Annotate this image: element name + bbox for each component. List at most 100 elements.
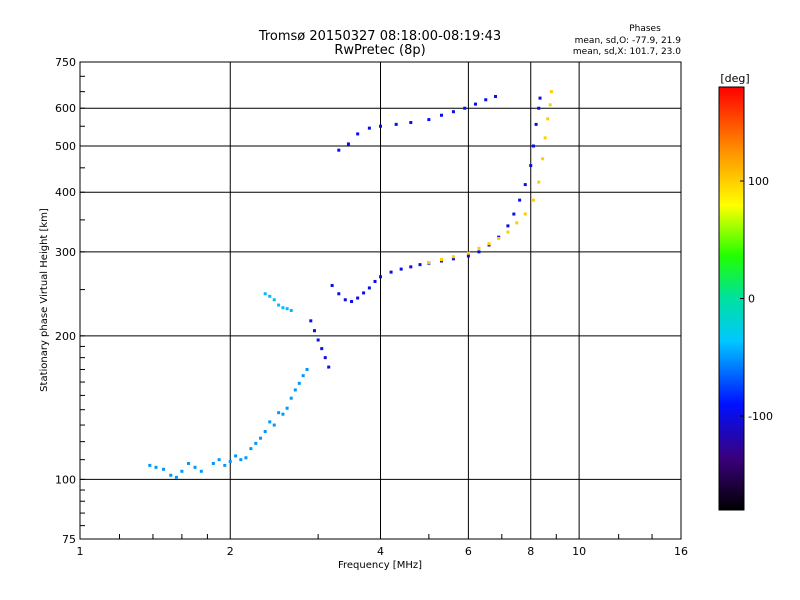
data-point — [327, 365, 331, 369]
x-tick-label: 16 — [674, 545, 688, 558]
data-point — [440, 258, 444, 262]
data-point — [515, 221, 519, 225]
data-point — [418, 263, 422, 267]
data-point — [259, 436, 263, 440]
plot-frame — [79, 61, 682, 540]
x-tick-label: 8 — [527, 545, 534, 558]
data-point — [199, 469, 203, 473]
data-point — [537, 180, 541, 184]
y-tick-label: 600 — [55, 102, 76, 115]
data-point — [301, 374, 305, 378]
y-axis: 75 100 200 300 400 500 600 750 — [55, 56, 85, 546]
x-tick-label: 2 — [227, 545, 234, 558]
data-point — [281, 412, 285, 416]
data-point — [211, 461, 215, 465]
x-tick-label: 10 — [572, 545, 586, 558]
data-point — [440, 113, 444, 117]
x-axis-label: Frequency [MHz] — [338, 560, 422, 571]
data-point — [285, 406, 289, 410]
data-point — [484, 98, 488, 102]
data-point — [263, 430, 267, 434]
data-point — [272, 423, 276, 427]
data-point — [305, 367, 309, 371]
y-tick-label: 75 — [62, 533, 76, 546]
data-point — [463, 106, 467, 110]
data-point — [541, 157, 545, 161]
data-point — [320, 347, 324, 351]
colorbar-label: [deg] — [720, 72, 749, 85]
data-point — [223, 463, 227, 467]
data-point — [373, 279, 377, 283]
data-point — [187, 461, 191, 465]
x-tick-label: 6 — [465, 545, 472, 558]
data-point — [523, 183, 527, 187]
data-point — [356, 296, 360, 300]
colorbar-tick-label: -100 — [748, 410, 773, 423]
data-point — [546, 117, 550, 121]
data-point — [362, 291, 366, 295]
data-point — [409, 265, 413, 269]
data-point — [543, 136, 547, 140]
data-point — [506, 230, 510, 234]
data-point — [409, 121, 413, 125]
data-point — [531, 144, 535, 148]
data-point — [277, 411, 281, 415]
y-tick-label: 300 — [55, 246, 76, 259]
phases-o-stats: mean, sd,O: -77.9, 21.9 — [575, 36, 682, 46]
colorbar: [deg] 100 0 -100 — [718, 72, 773, 511]
x-tick-label: 1 — [77, 545, 84, 558]
data-point — [477, 250, 481, 254]
data-point — [239, 458, 243, 462]
data-point — [312, 329, 316, 333]
data-point — [337, 148, 341, 152]
y-axis-label: Stationary phase Virtual Height [km] — [39, 208, 50, 392]
data-point — [217, 458, 221, 462]
data-point — [494, 94, 498, 98]
data-point — [523, 212, 527, 216]
data-point — [451, 110, 455, 114]
data-point — [337, 292, 341, 296]
data-point — [379, 124, 382, 128]
data-point — [293, 388, 297, 392]
data-point — [316, 338, 320, 342]
data-point — [379, 275, 382, 279]
data-point — [249, 447, 253, 451]
data-point — [497, 236, 501, 240]
data-point — [285, 307, 289, 311]
data-point — [538, 96, 542, 100]
data-point — [193, 465, 197, 469]
data-point — [277, 303, 281, 307]
data-point — [174, 475, 178, 479]
data-point — [297, 381, 301, 385]
data-point — [234, 454, 238, 458]
data-point — [268, 294, 272, 298]
y-tick-label: 400 — [55, 186, 76, 199]
data-point — [169, 473, 173, 477]
data-point — [263, 292, 267, 296]
data-point — [346, 142, 350, 146]
data-point — [268, 420, 272, 424]
data-point — [451, 255, 455, 259]
chart-subtitle: RwPretec (8p) — [334, 43, 425, 58]
data-point — [473, 102, 477, 106]
data-point — [534, 122, 538, 126]
data-point — [466, 251, 470, 255]
data-point — [356, 132, 360, 136]
data-point — [309, 319, 313, 323]
data-point — [228, 460, 232, 464]
data-point — [154, 465, 158, 469]
data-point — [350, 300, 354, 304]
data-point — [148, 463, 152, 467]
data-point — [289, 396, 293, 400]
data-point — [466, 254, 470, 258]
data-point — [451, 257, 455, 261]
data-point — [330, 283, 334, 287]
data-point — [529, 164, 533, 168]
y-tick-label: 500 — [55, 140, 76, 153]
data-point — [531, 198, 535, 202]
data-point — [399, 267, 403, 271]
data-point — [289, 308, 293, 312]
colorbar-tick-label: 0 — [748, 293, 755, 306]
chart-title: Tromsø 20150327 08:18:00-08:19:43 — [258, 29, 501, 44]
